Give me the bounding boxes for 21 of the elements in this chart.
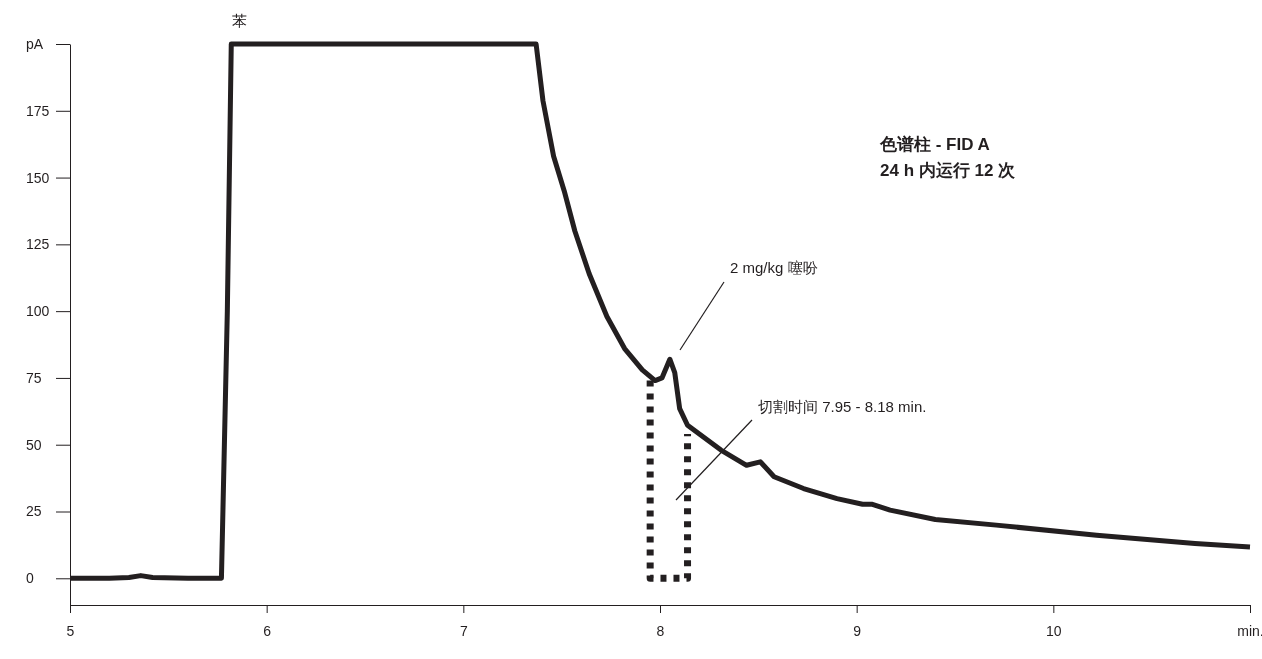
annotation: 切割时间 7.95 - 8.18 min. [758,398,927,415]
x-tick-label: 6 [263,622,272,639]
annotation: 苯 [231,12,247,29]
y-tick-label: 125 [26,236,50,253]
x-tick-label: 5 [66,622,75,639]
x-tick-label: 7 [459,622,468,639]
text: 色谱柱 - FID A [879,135,990,154]
annotation: 2 mg/kg 噻吩 [730,259,818,276]
y-tick-label: pA [26,35,44,52]
y-tick-label: 0 [26,570,34,587]
y-tick-label: 25 [26,503,42,520]
y-tick-label: 150 [26,169,50,186]
y-tick-label: 175 [26,102,50,119]
x-tick-label: 9 [853,622,862,639]
x-tick-label: 8 [656,622,665,639]
x-tick-label: min. [1237,622,1262,639]
y-tick-label: 75 [26,369,42,386]
text: 24 h 内运行 12 次 [880,161,1017,180]
y-tick-label: 100 [26,303,50,320]
y-tick-label: 50 [26,436,42,453]
x-tick-label: 10 [1046,622,1062,639]
